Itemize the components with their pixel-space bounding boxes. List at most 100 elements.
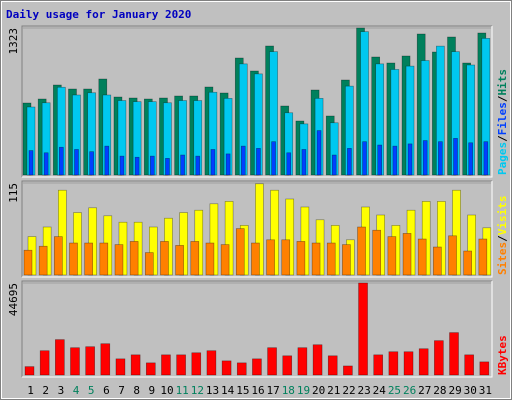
bar [251,242,260,276]
bar [149,155,155,176]
bar [347,148,352,176]
legend-separator: / [496,135,509,142]
legend-entry: Pages [496,142,509,175]
bar [373,354,384,376]
x-tick-label: 21 [327,384,340,397]
bar [161,354,171,376]
x-tick-label: 4 [73,384,80,397]
x-tick-label: 3 [58,384,65,397]
bar [417,238,427,276]
bar [448,235,457,276]
bar [422,140,428,176]
bar [483,141,489,176]
bar [266,239,275,276]
x-tick-label: 25 [388,384,401,397]
bar [130,354,141,376]
bar [256,148,261,176]
bar [358,282,368,376]
bar [296,241,306,276]
bar [402,233,412,276]
bar [271,141,276,176]
x-tick-label: 20 [312,384,325,397]
legend: Sites/Visits [496,196,509,276]
bar [463,250,472,276]
legend-separator: / [496,95,509,102]
bar [326,242,336,276]
bar [392,145,398,176]
bar [407,143,413,176]
bar [165,158,170,176]
bar [195,155,201,176]
bar [478,238,488,276]
x-tick-label: 11 [176,384,189,397]
x-tick-label: 15 [236,384,249,397]
y-tick-label: 1323 [7,28,20,55]
bar [114,244,124,276]
bar [252,358,262,376]
bar [190,241,200,276]
x-tick-label: 17 [267,384,280,397]
x-tick-label: 14 [221,384,235,397]
x-tick-label: 8 [133,384,140,397]
bar [438,141,443,176]
legend-entry: Files [496,102,509,135]
x-tick-label: 26 [403,384,416,397]
legend: KBytes [496,335,509,375]
x-tick-label: 19 [297,384,310,397]
bar [331,154,337,176]
bar [39,350,50,376]
legend: Pages/Files/Hits [496,69,509,175]
legend-entry: Visits [496,196,509,236]
bar [144,252,154,276]
x-tick-label: 27 [418,384,431,397]
bar [180,154,185,176]
bar [43,152,49,176]
bar [176,354,186,376]
bar [357,226,366,276]
bar [24,366,35,376]
x-tick-label: 2 [42,384,49,397]
bar [129,241,139,276]
bar [418,348,429,376]
x-tick-label: 31 [479,384,492,397]
x-tick-label: 7 [118,384,125,397]
bar [377,144,383,176]
bar [434,340,444,376]
y-tick-label: 115 [7,183,20,203]
bar [343,365,353,376]
x-tick-label: 22 [342,384,355,397]
bar [468,142,473,176]
bar [84,242,93,276]
bar [311,242,321,276]
bar [327,355,338,376]
bar [70,347,80,376]
bar [479,361,490,376]
panel-bevel-light [22,26,493,178]
bar [464,354,474,376]
x-tick-label: 5 [88,384,95,397]
panel-bevel-dark [21,25,492,177]
bar [220,244,230,276]
panel-bevel-dark [21,280,492,377]
chart-title: Daily usage for January 2020 [6,8,191,21]
bar [388,351,399,376]
bar [23,249,33,276]
panel-bevel-dark [21,180,492,277]
bar [205,242,215,276]
bar [240,145,246,176]
bar [210,149,216,176]
bar [99,242,109,276]
legend-separator: / [496,235,509,242]
bar [115,358,126,376]
bar [191,352,202,376]
bar [85,346,95,376]
bar [297,347,308,376]
bar [221,360,232,376]
bar [301,149,307,176]
bar [236,362,247,376]
y-tick-label: 44695 [7,283,20,316]
x-tick-label: 18 [282,384,295,397]
x-tick-label: 24 [373,384,387,397]
bar [267,347,277,376]
